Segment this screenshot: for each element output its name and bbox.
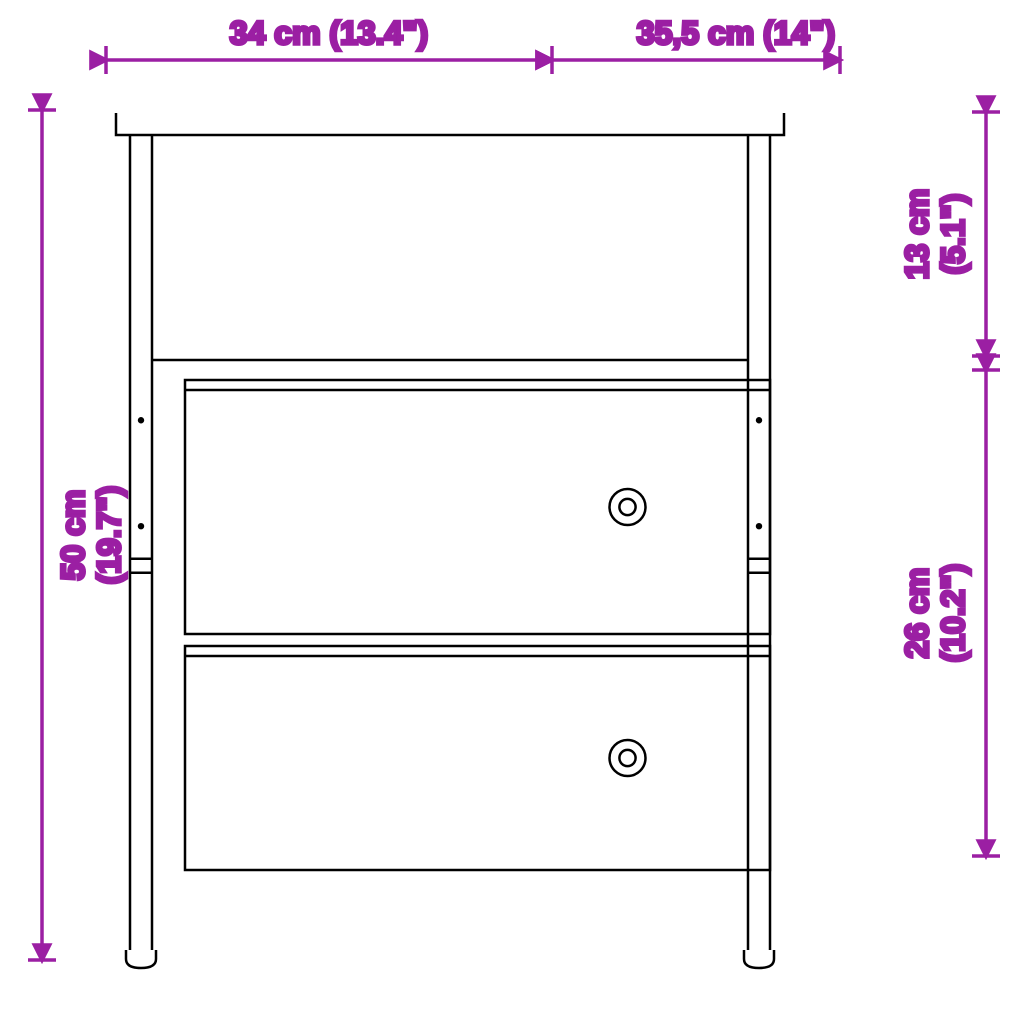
dimension-height-label: 50 cm(19.7"): [55, 486, 127, 585]
drawer-knob: [610, 489, 646, 525]
drawer-knob: [610, 740, 646, 776]
dimension-diagram: 34 cm (13.4") 35,5 cm (14") 50 cm(19.7")…: [0, 0, 1024, 1024]
dimension-width-label: 34 cm (13.4"): [230, 15, 428, 51]
drawer-lower: [185, 646, 770, 870]
drawer-upper: [185, 380, 770, 634]
nightstand-drawing: [116, 113, 784, 968]
dimension-depth-label: 35,5 cm (14"): [637, 15, 835, 51]
dimension-annotations: 34 cm (13.4") 35,5 cm (14") 50 cm(19.7")…: [28, 15, 1000, 960]
dimension-drawers-label: 26 cm(10.2"): [899, 564, 971, 663]
dimension-shelf-label: 13 cm(5.1"): [899, 189, 971, 280]
